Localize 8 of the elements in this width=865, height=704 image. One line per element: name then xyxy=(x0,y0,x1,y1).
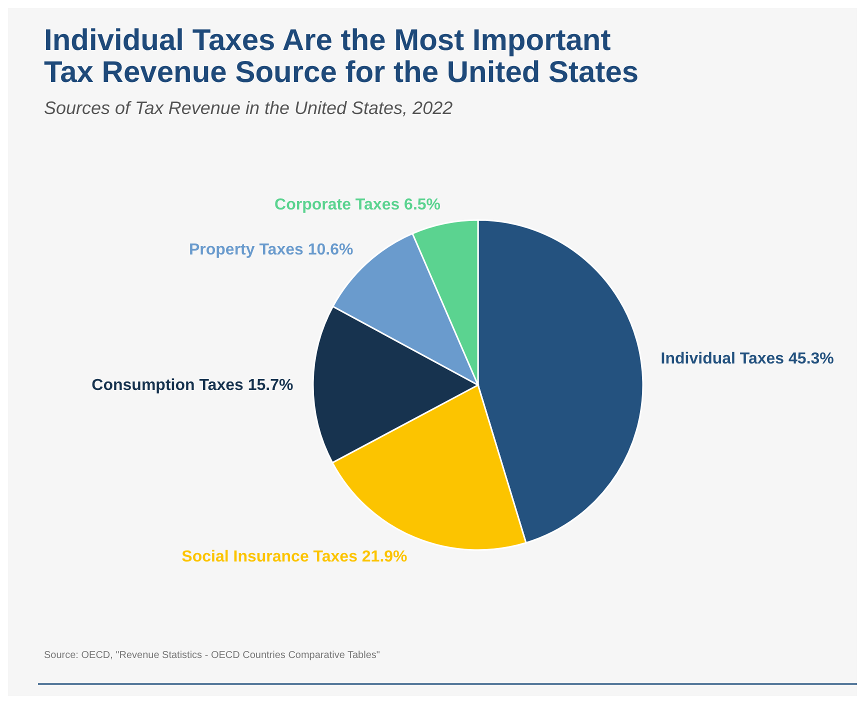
slice-label: Social Insurance Taxes 21.9% xyxy=(182,548,408,566)
chart-subtitle: Sources of Tax Revenue in the United States, 2022 xyxy=(44,98,453,118)
slice-label: Corporate Taxes 6.5% xyxy=(274,196,441,214)
slice-label: Property Taxes 10.6% xyxy=(188,241,354,258)
slice-label: Individual Taxes 45.3% xyxy=(660,350,834,368)
source-note: Source: OECD, "Revenue Statistics - OECD Countries Comparative Tables" xyxy=(44,650,380,661)
chart-title: Individual Taxes Are the Most Important Tax Revenue Source for the United States xyxy=(44,24,639,89)
slice-label: Consumption Taxes 15.7% xyxy=(92,377,294,394)
